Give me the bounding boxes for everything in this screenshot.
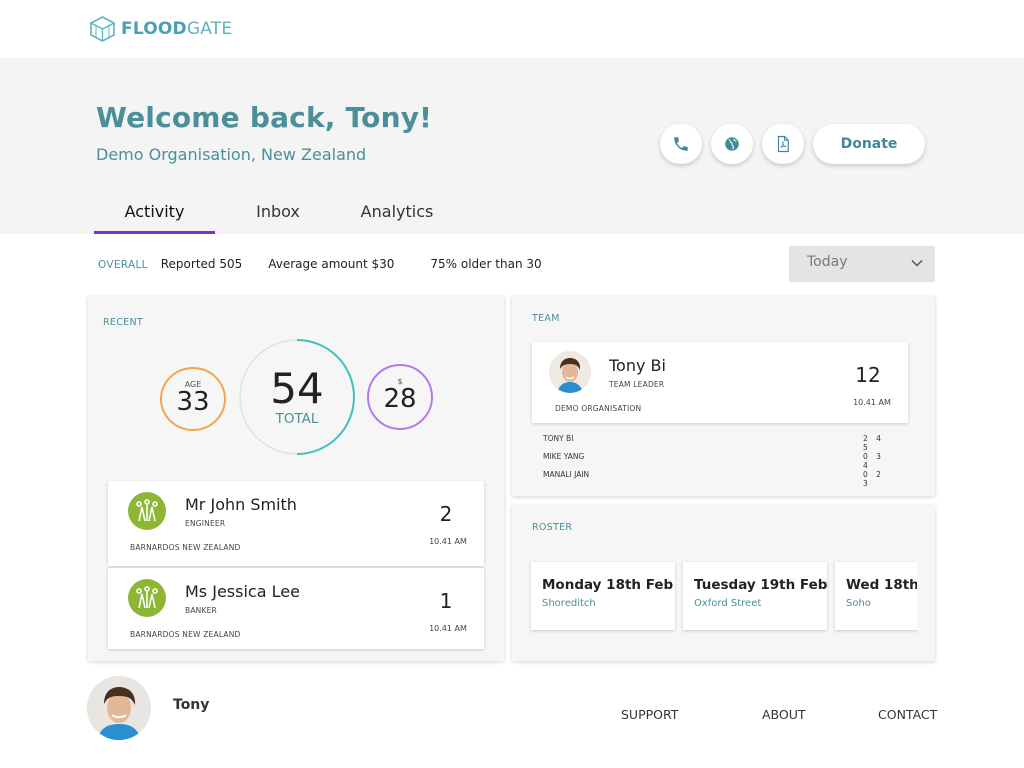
person-role: BANKER — [185, 606, 217, 615]
top-bar: FLOODGATE — [0, 0, 1024, 58]
organisation-avatar — [128, 492, 166, 530]
age-label: AGE — [184, 380, 202, 389]
roster-date: Wed 18th Feb — [846, 577, 917, 593]
support-link[interactable]: SUPPORT — [621, 707, 679, 722]
person-name: Ms Jessica Lee — [185, 582, 300, 601]
person-name: Mr John Smith — [185, 495, 297, 514]
globe-button[interactable] — [711, 124, 753, 164]
period-select[interactable]: Today — [789, 246, 935, 282]
roster-location: Oxford Street — [694, 598, 762, 609]
roster-label: ROSTER — [532, 522, 573, 533]
team-member-name: TONY BI — [543, 434, 574, 443]
chevron-down-icon — [911, 259, 923, 267]
team-member-values: 2 4 5 — [863, 434, 884, 452]
person-organisation: BARNARDOS NEW ZEALAND — [130, 630, 241, 639]
brand-logo[interactable]: FLOODGATE — [89, 16, 232, 42]
roster-item[interactable]: Tuesday 19th Feb Oxford Street — [683, 562, 827, 630]
team-label: TEAM — [532, 313, 560, 324]
people-icon — [136, 499, 158, 522]
roster-item[interactable]: Wed 18th Feb Soho — [835, 562, 917, 630]
team-member-values: 0 2 3 — [863, 470, 884, 488]
people-icon — [136, 586, 158, 609]
person-role: ENGINEER — [185, 519, 226, 528]
footer-user-avatar[interactable] — [87, 676, 151, 740]
team-leader-count: 12 — [855, 363, 881, 387]
recent-label: RECENT — [103, 317, 143, 328]
amount-circle: $ 28 — [367, 364, 433, 430]
organisation-subtitle: Demo Organisation, New Zealand — [96, 145, 367, 164]
person-photo-icon — [549, 351, 591, 393]
team-member-name: MANALI JAIN — [543, 470, 590, 479]
person-card[interactable]: Ms Jessica Lee BANKER BARNARDOS NEW ZEAL… — [108, 568, 484, 649]
person-count: 2 — [439, 502, 453, 526]
amount-label: $ — [397, 377, 403, 386]
roster-carousel[interactable]: Monday 18th Feb Shoreditch Tuesday 19th … — [528, 558, 917, 638]
brand-name: FLOODGATE — [121, 19, 233, 39]
older-stat: 75% older than 30 — [430, 257, 542, 271]
amount-value: 28 — [383, 384, 417, 414]
roster-item[interactable]: Monday 18th Feb Shoreditch — [531, 562, 675, 630]
total-value: 54 — [270, 364, 324, 413]
donate-button[interactable]: Donate — [813, 124, 925, 164]
team-leader-role: TEAM LEADER — [609, 380, 665, 389]
footer-user-name: Tony — [173, 697, 210, 713]
person-organisation: BARNARDOS NEW ZEALAND — [130, 543, 241, 552]
hero-section: Welcome back, Tony! Demo Organisation, N… — [0, 58, 1024, 234]
globe-icon — [725, 137, 739, 151]
welcome-title: Welcome back, Tony! — [96, 101, 433, 134]
pdf-button[interactable] — [762, 124, 804, 164]
contact-link[interactable]: CONTACT — [878, 707, 938, 722]
roster-date: Tuesday 19th Feb — [694, 577, 827, 593]
tab-inbox[interactable]: Inbox — [256, 202, 300, 221]
total-label: TOTAL — [275, 411, 319, 427]
person-time: 10.41 AM — [429, 624, 467, 633]
age-value: 33 — [176, 387, 210, 417]
average-stat: Average amount $30 — [268, 257, 395, 271]
total-ring — [239, 339, 355, 455]
total-circle: 54 TOTAL — [239, 339, 355, 455]
team-leader-card[interactable]: Tony Bi TEAM LEADER DEMO ORGANISATION 12… — [532, 342, 908, 423]
age-circle: AGE 33 — [160, 367, 226, 431]
period-select-value: Today — [807, 254, 848, 270]
about-link[interactable]: ABOUT — [762, 707, 806, 722]
phone-button[interactable] — [660, 124, 702, 164]
user-avatar — [549, 351, 591, 393]
tab-analytics[interactable]: Analytics — [360, 202, 434, 221]
person-time: 10.41 AM — [429, 537, 467, 546]
tab-activity[interactable]: Activity — [94, 194, 215, 234]
team-leader-time: 10.41 AM — [853, 398, 891, 407]
phone-icon — [674, 137, 688, 151]
overall-stats: OVERALL Reported 505 Average amount $30 … — [98, 257, 542, 271]
organisation-avatar — [128, 579, 166, 617]
roster-location: Shoreditch — [542, 598, 596, 609]
team-member-name: MIKE YANG — [543, 452, 585, 461]
overall-label: OVERALL — [98, 259, 148, 271]
main-tabs: Activity Inbox Analytics — [94, 194, 453, 234]
roster-location: Soho — [846, 598, 871, 609]
team-member-values: 0 3 4 — [863, 452, 884, 470]
person-photo-icon — [87, 676, 151, 740]
floodgate-logo-icon — [90, 16, 115, 42]
team-leader-organisation: DEMO ORGANISATION — [555, 404, 642, 413]
roster-date: Monday 18th Feb — [542, 577, 674, 593]
reported-stat: Reported 505 — [160, 257, 243, 271]
person-count: 1 — [439, 589, 453, 613]
pdf-icon — [777, 135, 789, 153]
person-card[interactable]: Mr John Smith ENGINEER BARNARDOS NEW ZEA… — [108, 481, 484, 566]
team-leader-name: Tony Bi — [609, 356, 666, 375]
